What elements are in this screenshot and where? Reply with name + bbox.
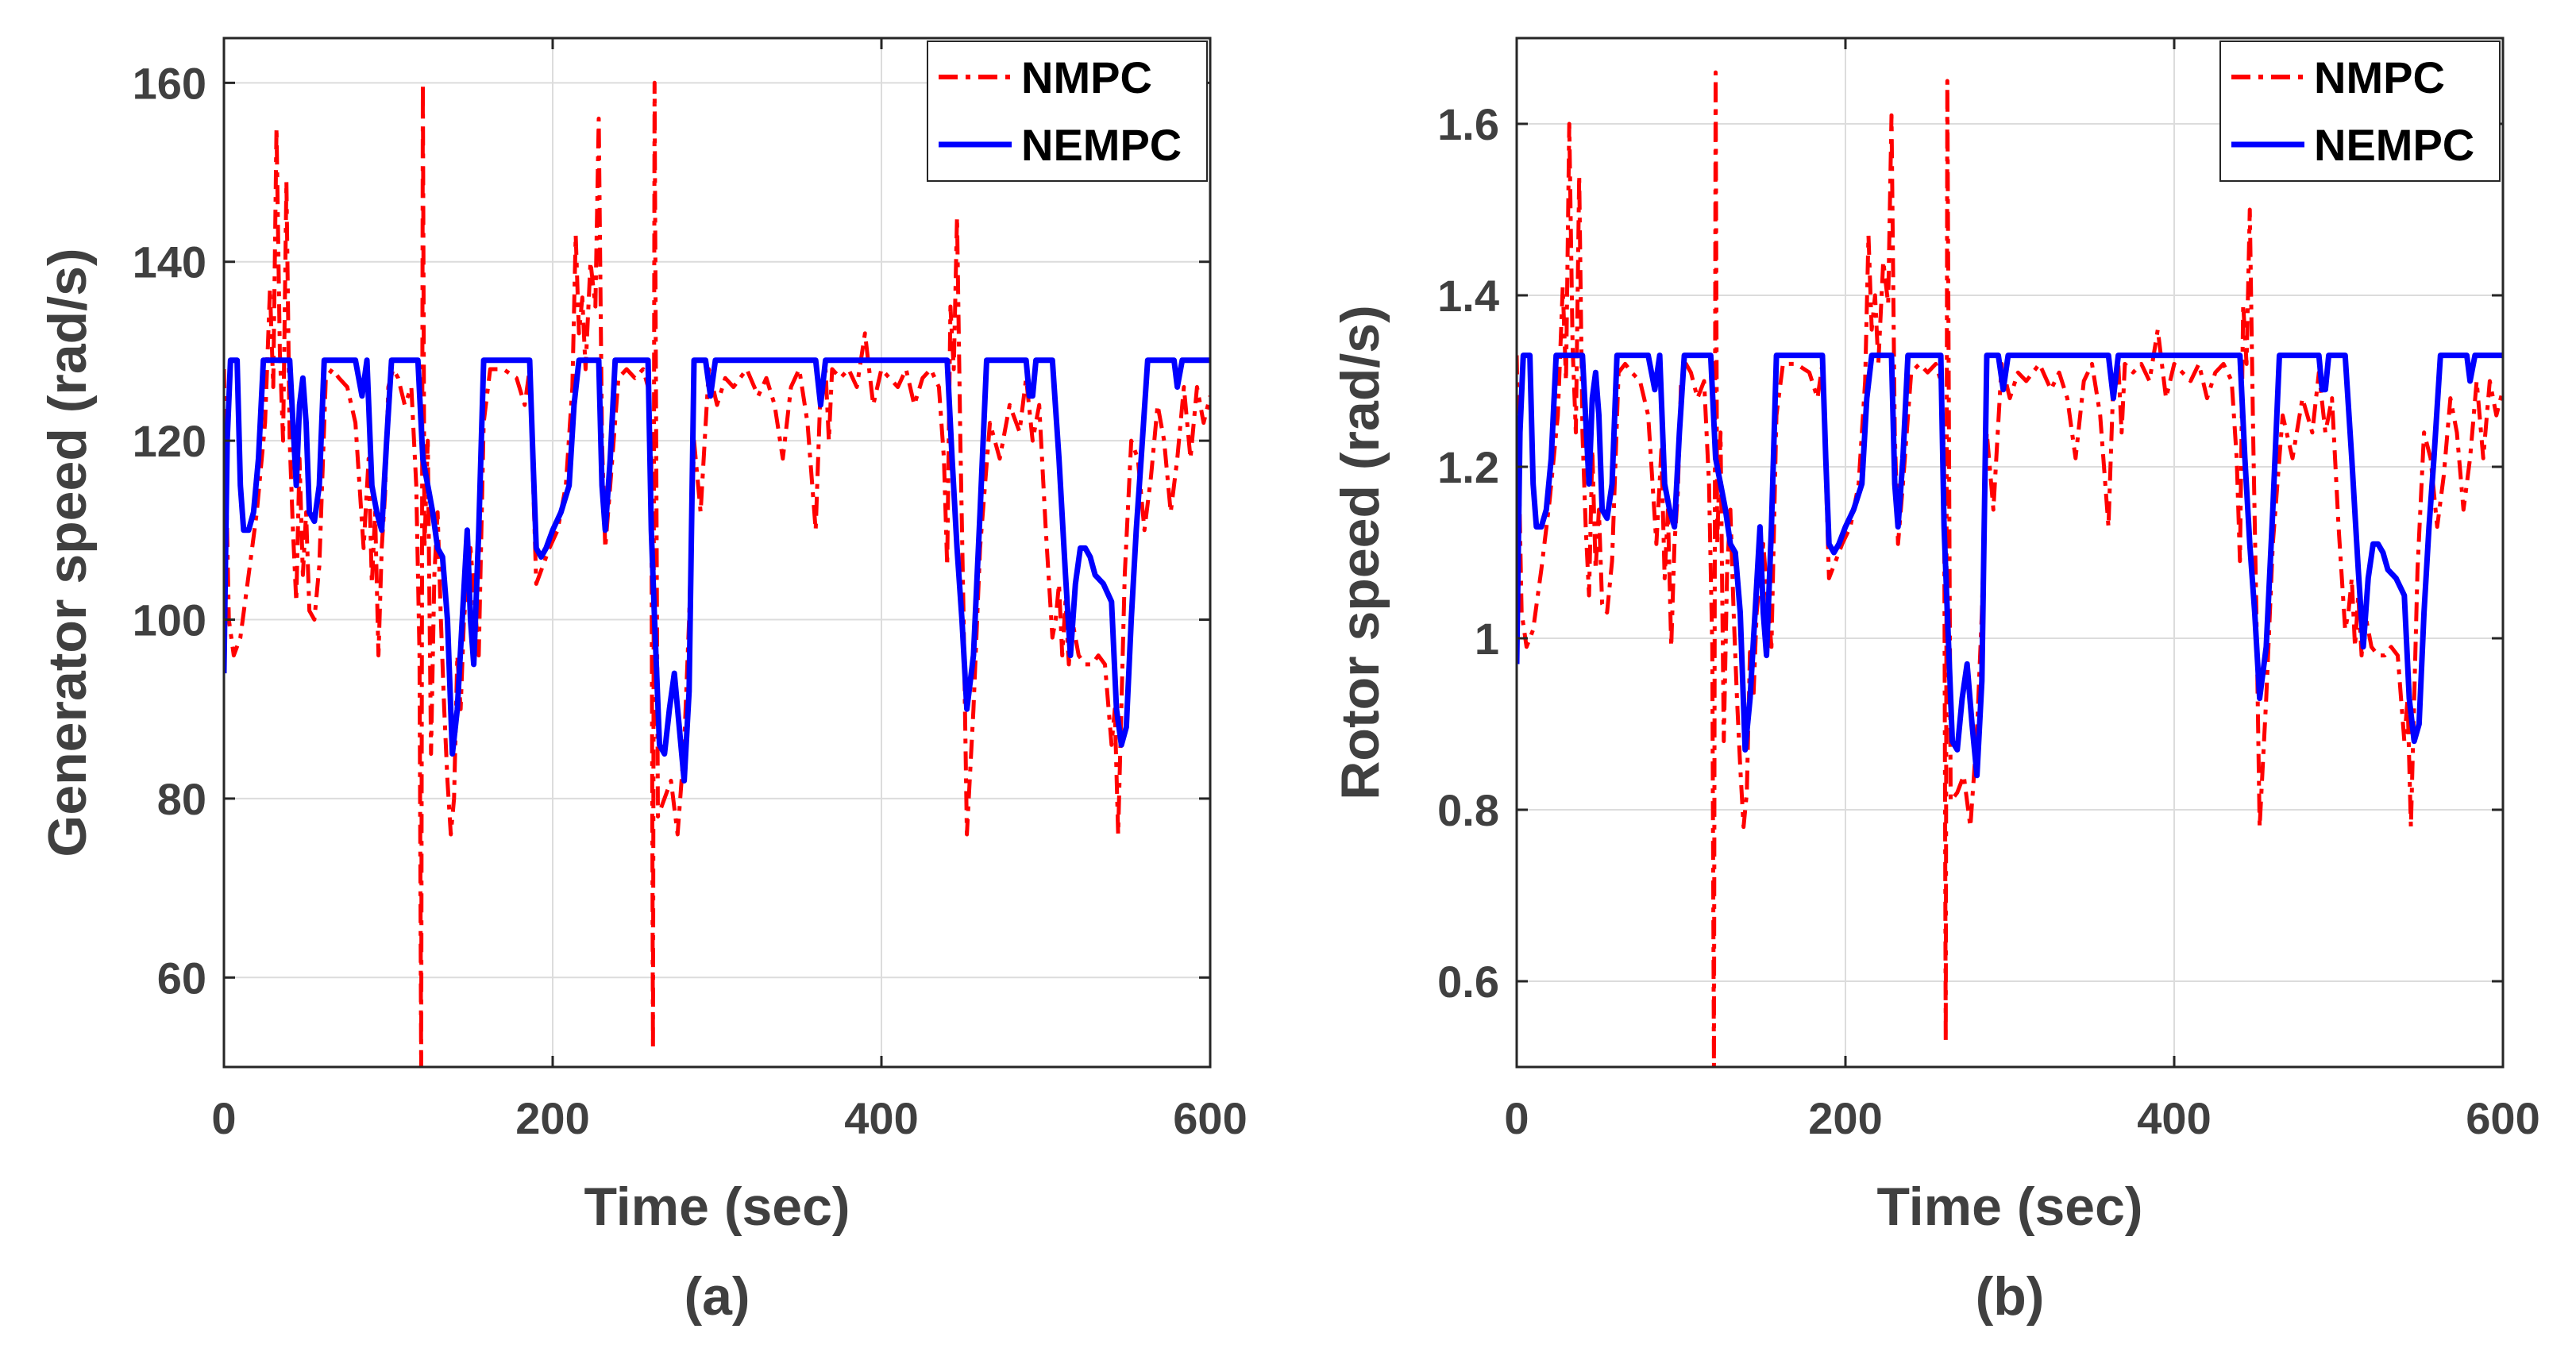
x-tick-label-a-0: 0 (211, 1093, 236, 1143)
x-tick-labels-a: 0 200 400 600 (211, 38, 1248, 1143)
plot-frame-a (222, 37, 1212, 1069)
y-tick-label-b-3: 1.2 (1437, 442, 1499, 492)
chart-panel-a: 60 80 100 120 140 160 0 200 400 600 Time (sec) G… (37, 37, 1248, 1327)
series-nempc-b (1517, 352, 2503, 779)
y-tick-label-a-3: 120 (133, 416, 206, 466)
y-axis-label-a: Generator speed (rad/s) (37, 248, 98, 857)
series-group-a (224, 80, 1210, 1067)
y-tick-label-b-1: 0.8 (1437, 785, 1499, 835)
legend-nempc-label-a: NEMPC (1021, 120, 1182, 170)
y-axis-label-b: Rotor speed (rad/s) (1330, 305, 1390, 799)
series-nempc-a (224, 357, 1210, 784)
y-tick-label-b-2: 1 (1475, 614, 1499, 664)
legend-nempc-label-b: NEMPC (2314, 120, 2474, 170)
y-tick-label-a-1: 80 (157, 774, 206, 824)
series-nmpc-a (224, 80, 1210, 1067)
y-tick-label-a-4: 140 (133, 237, 206, 287)
y-tick-labels-a: 60 80 100 120 140 160 (133, 58, 1210, 1003)
legend-box-a (927, 40, 1208, 182)
y-tick-label-a-5: 160 (133, 58, 206, 108)
panel-caption-a: (a) (684, 1266, 750, 1327)
x-tick-label-a-2: 400 (844, 1093, 918, 1143)
x-tick-labels-b: 0 200 400 600 (1504, 38, 2540, 1143)
y-tick-label-b-4: 1.4 (1437, 271, 1499, 321)
legend-box-b (2219, 40, 2501, 182)
x-tick-label-b-1: 200 (1808, 1093, 1882, 1143)
x-tick-label-b-2: 400 (2137, 1093, 2211, 1143)
legend-a: NMPC NEMPC (927, 40, 1208, 182)
panel-caption-b: (b) (1976, 1266, 2045, 1327)
x-axis-label-a: Time (sec) (584, 1177, 850, 1237)
y-tick-label-b-5: 1.6 (1437, 99, 1499, 149)
y-tick-labels-b: 0.6 0.8 1 1.2 1.4 1.6 (1437, 99, 2503, 1007)
series-nmpc-b (1517, 70, 2503, 1067)
legend-b: NMPC NEMPC (2219, 40, 2501, 182)
chart-panel-b: 0.6 0.8 1 1.2 1.4 1.6 0 200 400 600 Time (sec) R… (1330, 37, 2540, 1327)
y-tick-label-a-2: 100 (133, 595, 206, 645)
legend-nmpc-label-b: NMPC (2314, 52, 2445, 102)
y-tick-label-b-0: 0.6 (1437, 957, 1499, 1007)
y-tick-label-a-0: 60 (157, 953, 206, 1003)
plot-frame-b (1515, 37, 2505, 1069)
x-tick-label-a-1: 200 (515, 1093, 589, 1143)
x-tick-label-b-3: 600 (2466, 1093, 2539, 1143)
series-group-b (1517, 70, 2503, 1067)
x-tick-label-b-0: 0 (1504, 1093, 1529, 1143)
x-tick-label-a-3: 600 (1173, 1093, 1247, 1143)
legend-nmpc-label-a: NMPC (1021, 52, 1152, 102)
x-axis-label-b: Time (sec) (1876, 1177, 2142, 1237)
